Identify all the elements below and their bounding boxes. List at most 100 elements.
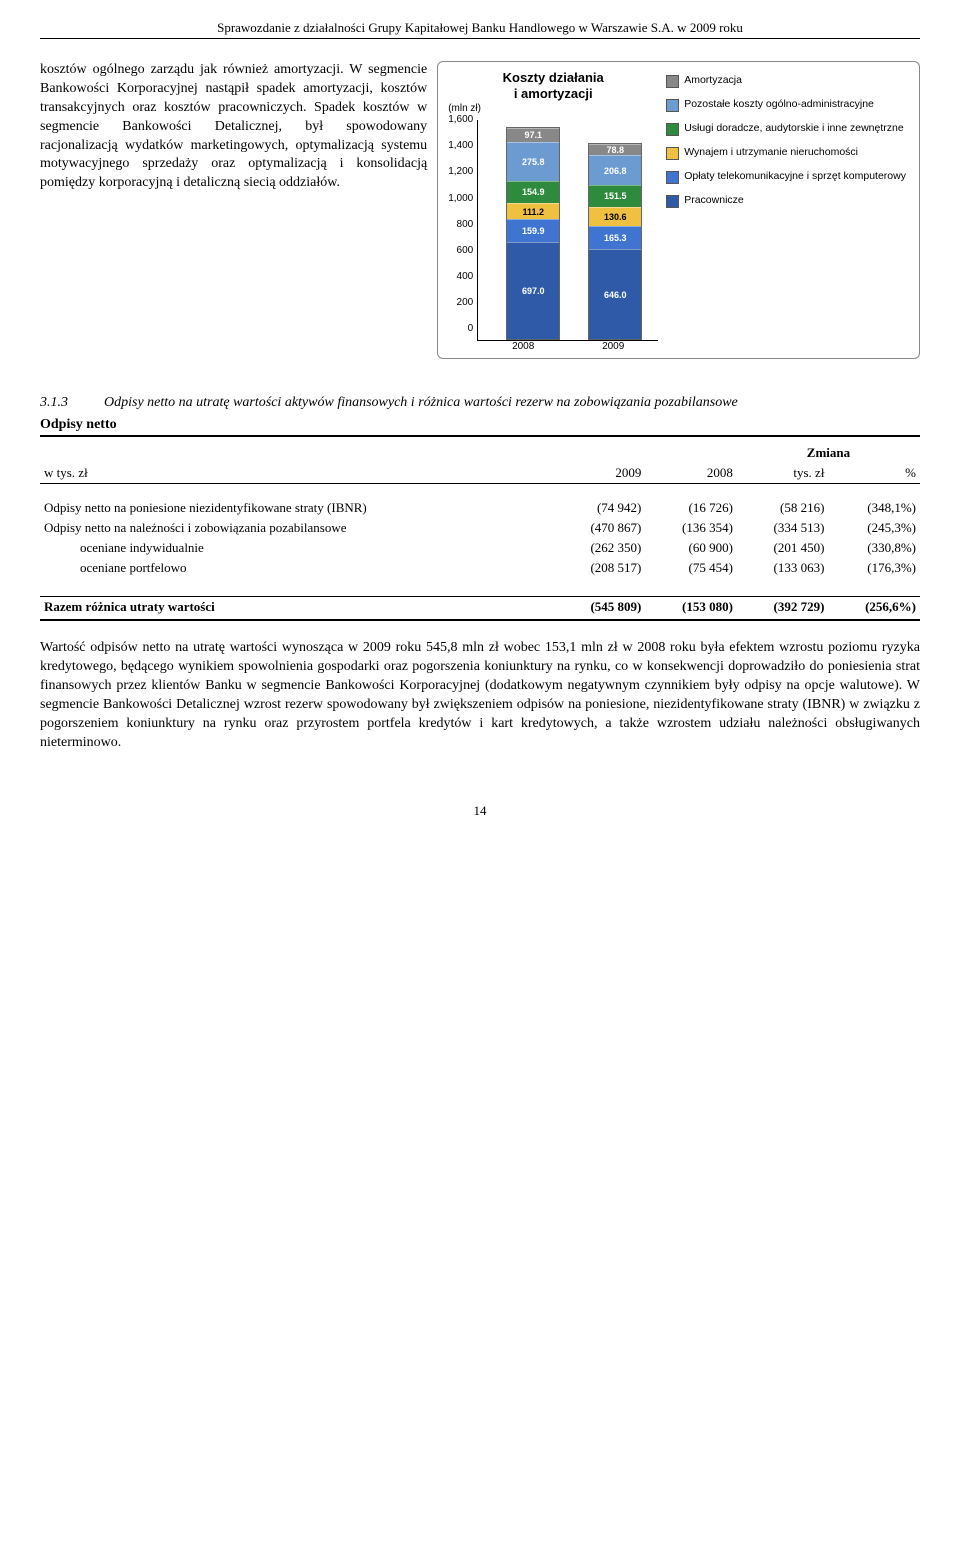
- cost-chart: Koszty działania i amortyzacji (mln zł) …: [437, 61, 920, 359]
- legend-item: Usługi doradcze, audytorskie i inne zewn…: [666, 122, 909, 136]
- legend-label: Pozostałe koszty ogólno-administracyjne: [684, 98, 874, 111]
- table-bottom-rule: [40, 619, 920, 621]
- chart-plot: Koszty działania i amortyzacji (mln zł) …: [448, 70, 658, 352]
- cell: (60 900): [645, 538, 737, 558]
- total-c0: (545 809): [554, 597, 646, 618]
- bar-segment: 130.6: [589, 207, 641, 226]
- total-c3: (256,6%): [828, 597, 920, 618]
- cell: (133 063): [737, 558, 829, 578]
- cell: (334 513): [737, 518, 829, 538]
- legend-item: Opłaty telekomunikacyjne i sprzęt komput…: [666, 170, 909, 184]
- x-label: 2008: [478, 341, 568, 352]
- table-row: oceniane portfelowo(208 517)(75 454)(133…: [40, 558, 920, 578]
- cell: (201 450): [737, 538, 829, 558]
- intro-text: kosztów ogólnego zarządu jak również amo…: [40, 61, 427, 193]
- row-label: Odpisy netto na poniesione niezidentyfik…: [40, 498, 554, 518]
- table-title: Odpisy netto: [40, 417, 920, 437]
- legend-swatch: [666, 171, 679, 184]
- col-2008: 2008: [645, 463, 737, 484]
- section-title: Odpisy netto na utratę wartości aktywów …: [104, 395, 738, 411]
- legend-item: Pracownicze: [666, 194, 909, 208]
- chart-title-l2: i amortyzacji: [514, 86, 593, 101]
- y-tick: 1,200: [448, 166, 473, 177]
- chart-unit: (mln zł): [448, 103, 658, 114]
- legend-item: Pozostałe koszty ogólno-administracyjne: [666, 98, 909, 112]
- bar-segment: 646.0: [589, 249, 641, 339]
- bar-segment: 275.8: [507, 142, 559, 181]
- chart-title-l1: Koszty działania: [503, 70, 604, 85]
- bar-segment: 78.8: [589, 144, 641, 156]
- cell: (176,3%): [828, 558, 920, 578]
- y-tick: 1,000: [448, 193, 473, 204]
- bar-segment: 151.5: [589, 185, 641, 207]
- y-axis: 1,600 1,400 1,200 1,000 800 600 400 200 0: [448, 114, 477, 334]
- section-heading: 3.1.3 Odpisy netto na utratę wartości ak…: [40, 395, 920, 411]
- cell: (75 454): [645, 558, 737, 578]
- y-tick: 400: [457, 271, 474, 282]
- cell: (58 216): [737, 498, 829, 518]
- bar-segment: 97.1: [507, 128, 559, 142]
- cell: (16 726): [645, 498, 737, 518]
- chart-legend: Amortyzacja Pozostałe koszty ogólno-admin…: [666, 70, 909, 352]
- odpisy-table: Zmiana w tys. zł 2009 2008 tys. zł % Odp…: [40, 443, 920, 617]
- bar-segment: 154.9: [507, 181, 559, 203]
- legend-swatch: [666, 147, 679, 160]
- col-2009: 2009: [554, 463, 646, 484]
- plot-area: 697.0159.9111.2154.9275.897.1646.0165.31…: [477, 120, 658, 341]
- cell: (330,8%): [828, 538, 920, 558]
- bar-segment: 159.9: [507, 219, 559, 242]
- col-unit: w tys. zł: [40, 463, 554, 484]
- table-row: Odpisy netto na należności i zobowiązani…: [40, 518, 920, 538]
- row-label: oceniane portfelowo: [40, 558, 554, 578]
- table-row: oceniane indywidualnie(262 350)(60 900)(…: [40, 538, 920, 558]
- y-tick: 800: [457, 219, 474, 230]
- y-tick: 0: [468, 323, 474, 334]
- y-tick: 600: [457, 245, 474, 256]
- x-axis: 20082009: [478, 341, 658, 352]
- cell: (348,1%): [828, 498, 920, 518]
- y-tick: 1,600: [448, 114, 473, 125]
- bar-segment: 111.2: [507, 203, 559, 219]
- col-zmiana: Zmiana: [737, 443, 920, 463]
- legend-label: Pracownicze: [684, 194, 744, 207]
- bar-segment: 165.3: [589, 226, 641, 250]
- section-number: 3.1.3: [40, 395, 104, 411]
- row-label: oceniane indywidualnie: [40, 538, 554, 558]
- total-label: Razem różnica utraty wartości: [40, 597, 554, 618]
- x-label: 2009: [568, 341, 658, 352]
- bar-2009: 646.0165.3130.6151.5206.878.8: [588, 143, 642, 341]
- cell: (136 354): [645, 518, 737, 538]
- total-c1: (153 080): [645, 597, 737, 618]
- cell: (470 867): [554, 518, 646, 538]
- col-tys: tys. zł: [737, 463, 829, 484]
- bar-segment: 697.0: [507, 242, 559, 339]
- cell: (74 942): [554, 498, 646, 518]
- legend-swatch: [666, 195, 679, 208]
- cell: (245,3%): [828, 518, 920, 538]
- table-row: Odpisy netto na poniesione niezidentyfik…: [40, 498, 920, 518]
- legend-swatch: [666, 123, 679, 136]
- intro-row: kosztów ogólnego zarządu jak również amo…: [40, 61, 920, 359]
- col-pct: %: [828, 463, 920, 484]
- legend-label: Usługi doradcze, audytorskie i inne zewn…: [684, 122, 903, 135]
- page-number: 14: [40, 803, 920, 819]
- legend-item: Amortyzacja: [666, 74, 909, 88]
- body-paragraph: Wartość odpisów netto na utratę wartości…: [40, 639, 920, 752]
- bar-2008: 697.0159.9111.2154.9275.897.1: [506, 127, 560, 341]
- y-tick: 1,400: [448, 140, 473, 151]
- legend-swatch: [666, 75, 679, 88]
- total-c2: (392 729): [737, 597, 829, 618]
- y-tick: 200: [457, 297, 474, 308]
- bar-segment: 206.8: [589, 155, 641, 184]
- chart-title: Koszty działania i amortyzacji: [448, 70, 658, 101]
- page-header: Sprawozdanie z działalności Grupy Kapita…: [40, 20, 920, 39]
- legend-swatch: [666, 99, 679, 112]
- legend-label: Amortyzacja: [684, 74, 742, 87]
- legend-label: Wynajem i utrzymanie nieruchomości: [684, 146, 858, 159]
- table-total-row: Razem różnica utraty wartości (545 809) …: [40, 597, 920, 618]
- row-label: Odpisy netto na należności i zobowiązani…: [40, 518, 554, 538]
- legend-label: Opłaty telekomunikacyjne i sprzęt komput…: [684, 170, 906, 183]
- cell: (208 517): [554, 558, 646, 578]
- legend-item: Wynajem i utrzymanie nieruchomości: [666, 146, 909, 160]
- cell: (262 350): [554, 538, 646, 558]
